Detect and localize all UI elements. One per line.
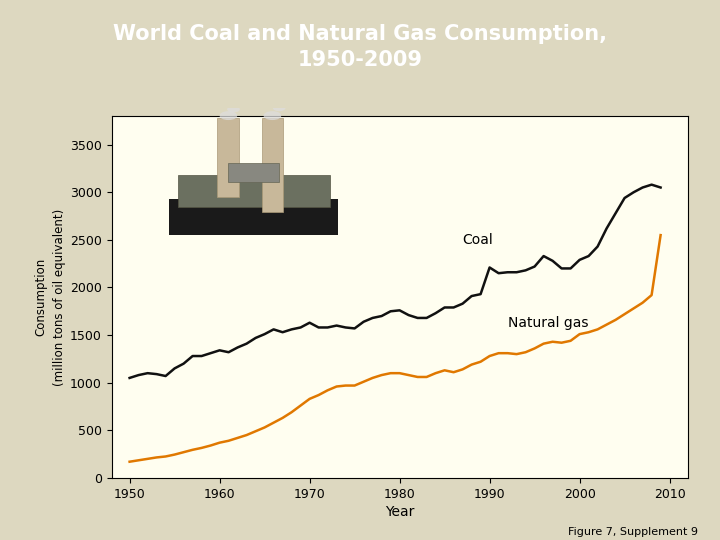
Y-axis label: Consumption
(million tons of oil equivalent): Consumption (million tons of oil equival… [35, 208, 66, 386]
Text: World Coal and Natural Gas Consumption,
1950-2009: World Coal and Natural Gas Consumption, … [113, 24, 607, 70]
Ellipse shape [220, 111, 238, 120]
Ellipse shape [273, 105, 286, 111]
Text: Coal: Coal [462, 233, 493, 247]
Bar [178, 176, 330, 207]
Bar [217, 118, 238, 197]
X-axis label: Year: Year [385, 505, 414, 519]
Text: Natural gas: Natural gas [508, 315, 588, 329]
Text: Figure 7, Supplement 9: Figure 7, Supplement 9 [568, 527, 698, 537]
Bar [169, 199, 338, 235]
Ellipse shape [264, 111, 282, 120]
Bar [228, 163, 279, 181]
Bar [262, 118, 282, 212]
Ellipse shape [227, 106, 240, 112]
